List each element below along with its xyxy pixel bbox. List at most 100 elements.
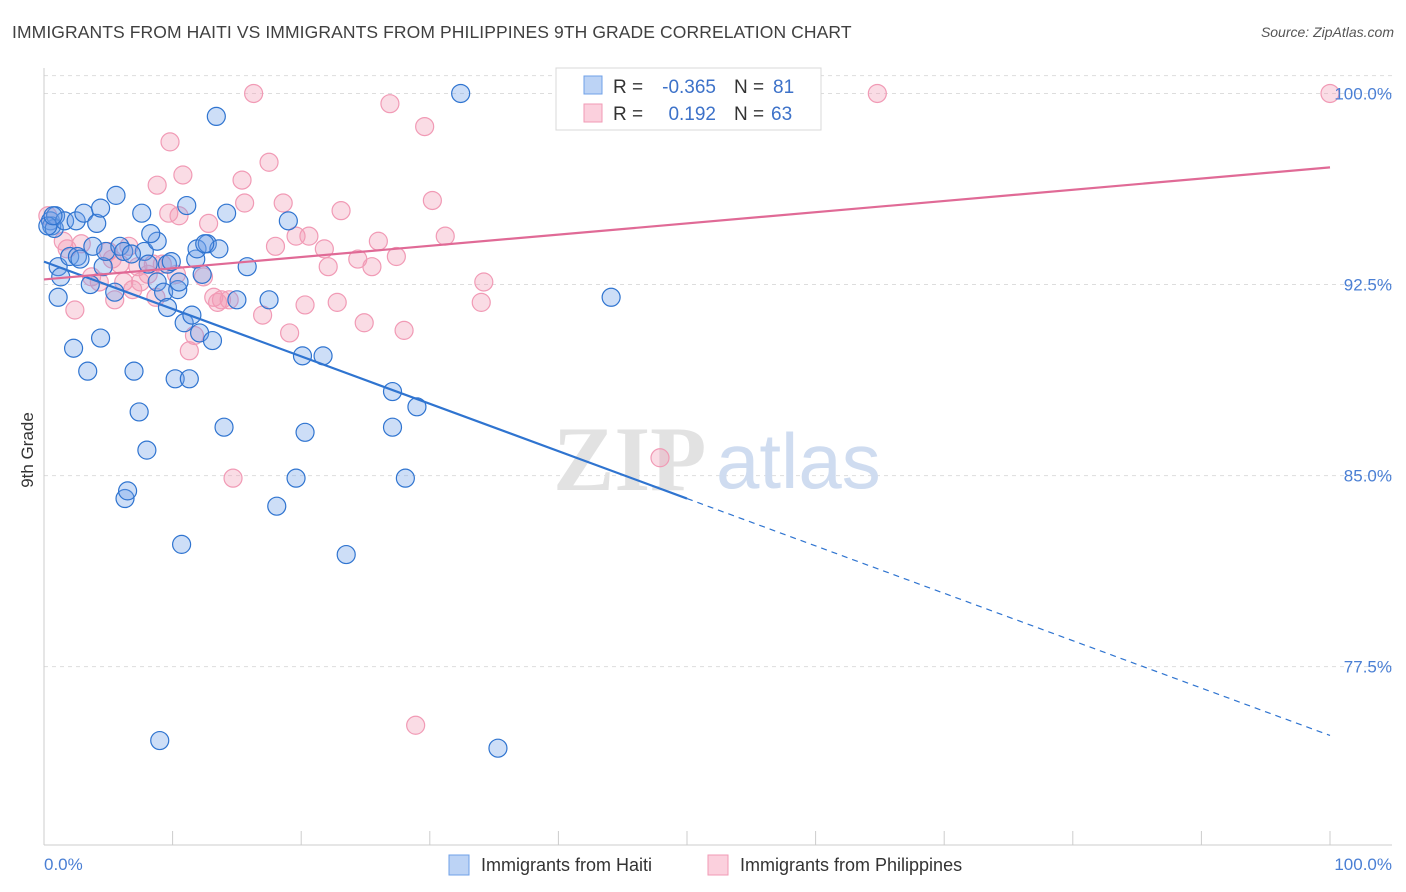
haiti-point-71 [407,397,427,417]
y-axis-title: 9th Grade [18,412,37,488]
philippines-point-30 [204,287,224,307]
philippines-point-57 [406,715,426,735]
haiti-point-74 [601,287,621,307]
haiti-point-80 [141,223,161,244]
philippines-point-44 [295,295,315,315]
philippines-point-3 [65,300,85,320]
haiti-point-77 [70,249,90,269]
haiti-point-53 [202,330,223,351]
haiti-point-35 [150,730,170,751]
haiti-point-75 [38,216,58,236]
stats-philippines-n: 63 [771,104,792,125]
philippines-point-46 [314,239,334,259]
y-tick-label-1: 85.0% [1344,467,1392,486]
haiti-point-69 [382,417,403,437]
haiti-point-36 [153,282,174,302]
philippines-point-29 [199,213,219,233]
chart-title: IMMIGRANTS FROM HAITI VS IMMIGRANTS FROM… [12,22,852,42]
philippines-point-22 [160,132,180,152]
haiti-point-63 [286,468,306,488]
philippines-point-19 [147,175,167,195]
haiti-point-11 [67,246,88,267]
philippines-point-51 [354,313,374,333]
philippines-point-39 [259,152,279,172]
philippines-point-54 [380,94,400,114]
haiti-point-21 [105,282,125,302]
philippines-point-60 [435,226,455,246]
philippines-point-61 [474,272,494,292]
haiti-point-79 [195,234,215,254]
haiti-point-68 [382,381,403,402]
philippines-point-25 [173,165,193,185]
haiti-point-41 [168,280,188,300]
philippines-point-49 [331,201,351,221]
philippines-point-4 [71,234,91,254]
stats-box: R = -0.365 N = 81 R = 0.192 N = 63 [555,67,822,131]
philippines-point-36 [235,193,255,213]
haiti-point-43 [172,534,192,554]
y-tick-label-2: 92.5% [1344,276,1392,295]
haiti-point-51 [192,264,212,284]
watermark-atlas: atlas [716,417,881,505]
haiti-point-29 [132,203,152,223]
haiti-point-67 [336,544,356,565]
axes [43,68,1392,846]
haiti-point-60 [259,290,279,310]
haiti-point-9 [63,338,84,358]
philippines-point-2 [57,239,77,259]
philippines-point-34 [223,468,243,488]
haiti-point-78 [121,244,142,264]
philippines-point-24 [169,206,189,226]
stats-swatch-philippines [583,103,603,123]
haiti-point-24 [114,241,134,262]
grid-lines [44,75,1392,668]
stats-haiti-n-label: N = [734,77,764,98]
philippines-point-59 [422,190,442,211]
trend-line-philippines [43,166,1331,281]
haiti-point-32 [138,254,158,274]
haiti-point-33 [147,231,167,251]
philippines-point-41 [273,193,293,213]
philippines-point-65 [867,83,887,104]
watermark-zip: ZIP [553,408,706,510]
watermark: ZIP atlas [553,408,881,510]
philippines-point-58 [415,116,435,137]
philippines-point-32 [211,290,232,310]
philippines-point-35 [232,170,252,190]
haiti-point-62 [278,211,298,231]
haiti-point-19 [93,257,113,277]
philippines-point-55 [386,246,406,267]
haiti-point-56 [214,417,234,437]
haiti-point-13 [78,361,98,381]
haiti-point-16 [87,213,107,233]
haiti-point-72 [451,83,471,104]
haiti-point-26 [117,481,138,501]
haiti-point-10 [66,211,86,231]
stats-haiti-n: 81 [773,77,794,98]
y-tick-label-0: 77.5% [1344,658,1392,677]
haiti-point-54 [206,106,226,127]
haiti-point-34 [147,272,167,292]
y-tick-labels: 77.5% 85.0% 92.5% 100.0% [1334,84,1392,676]
philippines-point-52 [362,257,382,277]
haiti-point-46 [179,369,199,389]
trend-lines [43,166,1331,737]
philippines-point-66 [1320,83,1340,104]
haiti-point-73 [488,738,508,758]
haiti-point-61 [267,496,287,516]
legend-swatch-philippines [707,854,729,876]
philippines-point-45 [299,226,319,246]
stats-philippines-n-label: N = [734,104,764,125]
philippines-point-63 [650,448,670,468]
philippines-point-33 [219,290,239,310]
haiti-point-25 [115,488,135,509]
haiti-point-40 [165,369,185,389]
haiti-point-76 [43,206,63,226]
philippines-point-15 [130,272,151,292]
haiti-point-42 [169,272,189,292]
haiti-point-22 [106,185,126,205]
legend-label-haiti: Immigrants from Haiti [481,855,652,875]
haiti-point-31 [137,440,157,460]
haiti-point-57 [217,203,237,223]
